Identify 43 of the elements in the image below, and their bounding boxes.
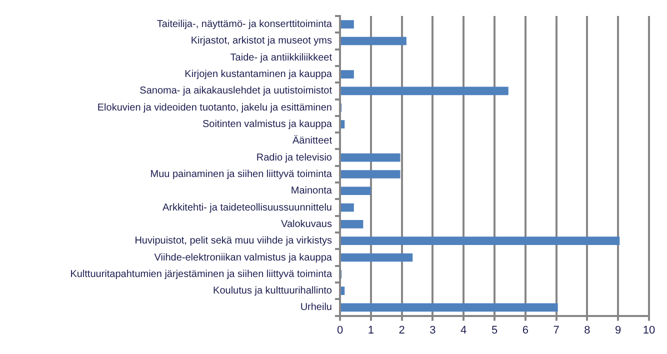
y-tick-label: Huvipuistot, pelit sekä muu viihde ja virkistys [134,236,332,247]
y-tick-label: Taide- ja antiikkiliikkeet [230,52,332,64]
y-tick-label: Taiteilija-, näyttämö- ja konserttitoiminta [156,19,332,30]
bar [341,220,364,228]
bar [341,120,345,128]
x-tick-label: 9 [615,324,622,336]
x-tick-label: 6 [522,324,528,336]
y-tick-label: Arkkitehti- ja taideteollisuussuunnittelu [162,202,332,214]
y-tick-label: Kirjastot, arkistot ja museot yms [190,36,332,47]
bar [341,153,400,162]
y-tick-label: Kulttuuritapahtumien järjestäminen ja siihen liittyvä toiminta [70,268,332,280]
y-tick-label: Mainonta [290,186,332,197]
x-tick-label: 4 [460,324,467,336]
y-tick-label: Elokuvien ja videoiden tuotanto, jakelu ja esittäminen [97,102,332,114]
x-tick-label: 7 [553,324,560,336]
bar [341,303,558,312]
bar [341,286,345,295]
bar [341,20,354,28]
bar [341,203,354,212]
y-tick-label: Viihde-elektroniikan valmistus ja kauppa [154,252,332,264]
x-tick-label: 10 [642,324,656,336]
x-tick-label: 1 [368,324,374,336]
x-tick-label: 3 [430,324,436,336]
bar [341,236,620,246]
x-tick-label: 5 [491,324,498,336]
y-tick-label: Koulutus ja kulttuurihallinto [213,286,332,297]
x-tick-label: 8 [584,324,590,336]
bar [341,36,406,46]
bar [341,70,354,78]
bar [341,86,508,96]
y-tick-label: Kirjojen kustantaminen ja kauppa [184,69,332,80]
bar [341,253,413,262]
y-tick-label: Äänitteet [292,134,332,147]
y-tick-label: Valokuvaus [281,218,332,230]
y-tick-label: Urheilu [300,302,332,314]
y-tick-label: Muu painaminen ja siihen liittyvä toiminta [150,168,332,180]
y-tick-label: Sanoma- ja aikakauslehdet ja uutistoimistot [140,86,332,97]
y-tick-label: Radio ja televisio [256,152,332,164]
bar [341,186,371,196]
bar [341,170,400,178]
x-tick-label: 0 [336,324,344,336]
x-tick-label: 2 [398,324,405,336]
y-tick-label: Soitinten valmistus ja kauppa [202,119,332,130]
